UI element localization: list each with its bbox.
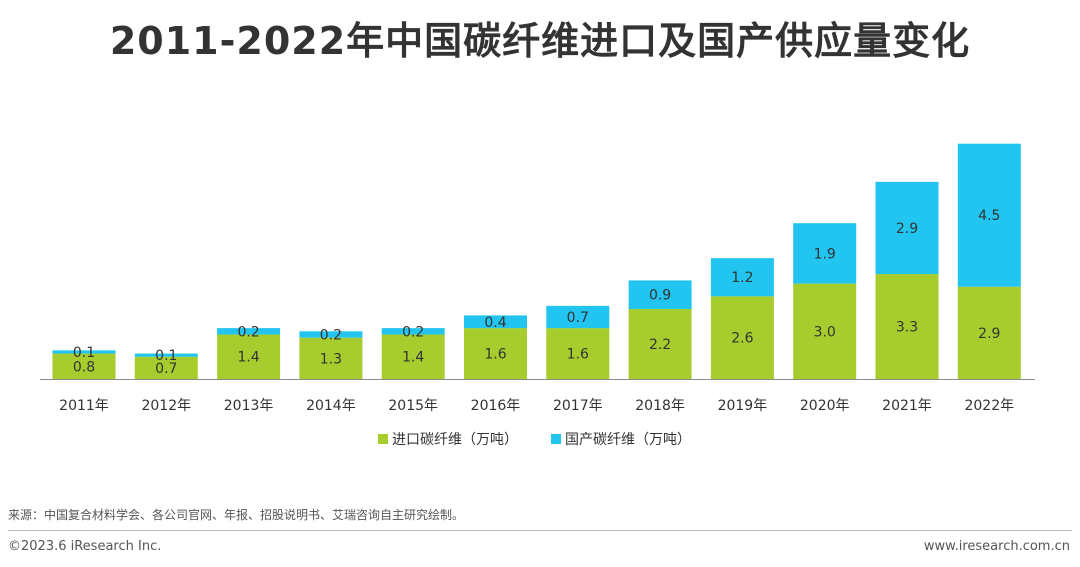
- x-tick-label-11: 2022年: [964, 398, 1014, 414]
- bar-series2-3: [299, 331, 363, 338]
- value-label-series2-4: 0.2: [402, 324, 424, 340]
- value-label-series2-8: 1.2: [731, 270, 753, 286]
- bar-series2-7: [628, 280, 692, 310]
- value-label-series2-0: 0.1: [73, 345, 95, 361]
- legend-label-series1: 进口碳纤维（万吨）: [392, 432, 518, 448]
- value-label-series2-3: 0.2: [320, 327, 342, 343]
- bar-series2-9: [793, 223, 857, 284]
- value-label-series1-0: 0.8: [73, 359, 95, 375]
- bar-series1-9: [793, 283, 857, 379]
- value-label-series1-9: 3.0: [814, 324, 836, 340]
- stacked-bar-chart: 0.80.10.70.1 1.40.21.30.21.40.21.60.41.60…: [40, 143, 1035, 448]
- bar-series2-10: [875, 181, 939, 275]
- bar-series1-7: [628, 309, 692, 379]
- x-tick-label-3: 2014年: [306, 398, 356, 414]
- bar-series2-6: [546, 305, 610, 329]
- value-label-series2-11: 4.5: [978, 208, 1000, 224]
- value-label-series1-3: 1.3: [320, 351, 342, 367]
- value-label-series1-11: 2.9: [978, 326, 1000, 342]
- value-label-series2-5: 0.4: [484, 315, 506, 331]
- bar-series2-0: [52, 350, 116, 354]
- bar-series2-4: [381, 328, 445, 335]
- bar-series2-5: [464, 315, 527, 329]
- value-label-series1-10: 3.3: [896, 320, 918, 336]
- x-tick-label-9: 2020年: [800, 398, 850, 414]
- value-label-series1-8: 2.6: [731, 331, 753, 347]
- value-label-series1-4: 1.4: [402, 350, 424, 366]
- bar-series1-0: [52, 353, 116, 379]
- value-label-series1-5: 1.6: [484, 347, 506, 363]
- bar-series1-2: [217, 334, 281, 379]
- x-tick-label-0: 2011年: [59, 398, 109, 414]
- bar-series2-2: [217, 328, 281, 335]
- bar-series1-5: [464, 328, 527, 379]
- bar-series2-11: [957, 143, 1021, 287]
- footer-divider: [8, 530, 1072, 531]
- value-label-series2-7: 0.9: [649, 288, 671, 304]
- value-label-series2-1: 0.1: [155, 348, 177, 364]
- copyright-text: ©2023.6 iResearch Inc.: [8, 539, 162, 554]
- value-label-series2-10: 2.9: [896, 221, 918, 237]
- value-label-series1-1: 0.7: [155, 361, 177, 377]
- bar-series1-11: [957, 286, 1021, 379]
- value-label-series2-2: 0.2: [237, 324, 259, 340]
- chart-title: 2011-2022年中国碳纤维进口及国产供应量变化: [109, 19, 971, 63]
- bar-series1-1: [134, 356, 198, 379]
- bar-series2-8: [710, 258, 774, 297]
- x-tick-label-4: 2015年: [388, 398, 438, 414]
- x-tick-label-1: 2012年: [141, 398, 191, 414]
- bar-series2-1: [134, 353, 198, 357]
- x-tick-label-8: 2019年: [718, 398, 768, 414]
- x-tick-label-10: 2021年: [882, 398, 932, 414]
- bar-series1-10: [875, 274, 939, 379]
- website-url: www.iresearch.com.cn: [923, 539, 1070, 554]
- bar-series1-6: [546, 328, 610, 379]
- legend: 进口碳纤维（万吨） 国产碳纤维（万吨）: [378, 432, 691, 448]
- legend-label-series2: 国产碳纤维（万吨）: [565, 432, 691, 448]
- legend-swatch-series1: [378, 434, 388, 444]
- x-tick-label-7: 2018年: [635, 398, 685, 414]
- bars-layer: 0.80.10.70.1 1.40.21.30.21.40.21.60.41.60…: [52, 143, 1021, 379]
- bar-series1-4: [381, 334, 445, 379]
- x-tick-label-5: 2016年: [471, 398, 521, 414]
- x-tick-label-2: 2013年: [224, 398, 274, 414]
- value-label-series1-2: 1.4: [237, 350, 259, 366]
- bar-series1-3: [299, 337, 363, 379]
- value-label-series1-7: 2.2: [649, 337, 671, 353]
- x-tick-label-6: 2017年: [553, 398, 603, 414]
- bar-series1-8: [710, 296, 774, 379]
- legend-swatch-series2: [551, 434, 561, 444]
- value-label-series1-6: 1.6: [567, 347, 589, 363]
- value-label-series2-6: 0.7: [567, 310, 589, 326]
- x-tick-labels: 2011年 2012年 2013年 2014年 2015年 2016年 2017年 2018年…: [59, 398, 1014, 414]
- value-label-series2-9: 1.9: [814, 246, 836, 262]
- source-note: 来源：中国复合材料学会、各公司官网、年报、招股说明书、艾瑞咨询自主研究绘制。: [8, 508, 465, 522]
